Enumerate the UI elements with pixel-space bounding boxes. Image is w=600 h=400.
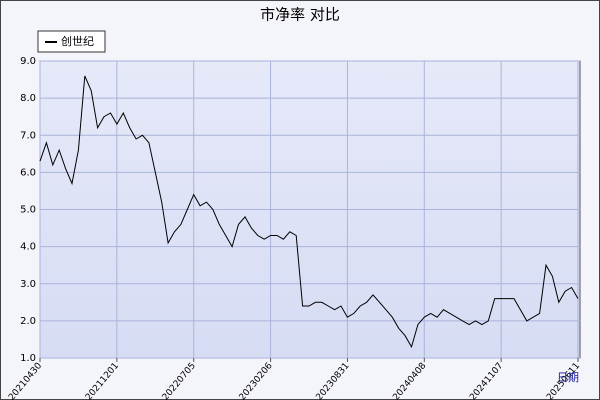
y-tick-label: 6.0 [20, 167, 36, 178]
legend-box [37, 30, 106, 53]
y-tick-label: 5.0 [20, 205, 36, 216]
y-tick-label: 8.0 [20, 93, 36, 104]
legend: 创世纪 [37, 30, 106, 53]
x-axis-label: 日期 [557, 371, 579, 384]
y-tick-label: 3.0 [20, 279, 36, 290]
y-tick-label: 7.0 [20, 130, 36, 141]
y-tick-label: 9.0 [20, 56, 36, 67]
y-tick-label: 1.0 [20, 353, 36, 364]
y-tick-label: 2.0 [20, 316, 36, 327]
chart-title: 市净率 对比 [260, 6, 340, 24]
legend-label: 创世纪 [61, 35, 94, 48]
data-line [39, 75, 579, 349]
y-tick-label: 4.0 [20, 242, 36, 253]
